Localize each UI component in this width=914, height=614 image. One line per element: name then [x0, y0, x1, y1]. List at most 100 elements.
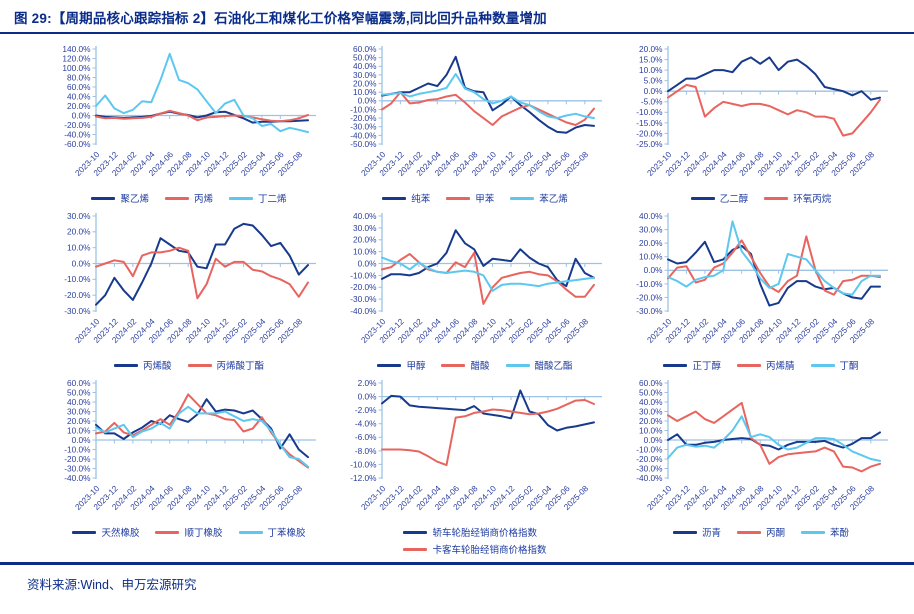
svg-text:0.0%: 0.0% [644, 265, 664, 275]
svg-text:60.0%: 60.0% [353, 44, 377, 54]
svg-text:-40.0%: -40.0% [350, 130, 377, 140]
svg-text:30.0%: 30.0% [639, 225, 663, 235]
legend-line-swatch [663, 363, 688, 367]
legend-item: 丁酮 [810, 358, 859, 372]
svg-text:20.0%: 20.0% [67, 416, 91, 426]
svg-text:50.0%: 50.0% [353, 53, 377, 63]
svg-text:40.0%: 40.0% [639, 397, 663, 407]
svg-text:10.0%: 10.0% [67, 243, 91, 253]
legend-label: 聚乙烯 [120, 194, 149, 205]
legend-item: 天然橡胶 [72, 525, 139, 539]
svg-text:0.0%: 0.0% [358, 258, 378, 268]
legend-line-swatch [164, 196, 189, 200]
svg-text:-10.0%: -10.0% [636, 107, 663, 117]
chart-legend: 沥青 丙酮 苯酚 [618, 525, 904, 539]
legend-line-swatch [229, 196, 253, 200]
legend-line-swatch [403, 547, 428, 551]
svg-text:0.0%: 0.0% [644, 86, 664, 96]
svg-text:10.0%: 10.0% [639, 425, 663, 435]
legend-line-swatch [736, 530, 761, 534]
chart-panel-7: 60.0% 50.0% 40.0% 30.0% 20.0% 10.0% 0.0% -10.0%… [46, 376, 332, 556]
svg-text:-30.0%: -30.0% [636, 306, 663, 316]
legend-item: 顺丁橡胶 [155, 525, 223, 539]
legend-item: 醋酸乙酯 [505, 358, 573, 372]
svg-text:-50.0%: -50.0% [350, 139, 377, 149]
legend-line-swatch [810, 363, 835, 367]
legend-label: 纯苯 [411, 194, 431, 205]
svg-text:40.0%: 40.0% [353, 61, 377, 71]
line-chart: 40.0% 30.0% 20.0% 10.0% 0.0% -10.0% -20.0% -30.… [636, 211, 888, 345]
svg-text:-20.0%: -20.0% [350, 282, 377, 292]
legend-item: 沥青 [672, 525, 721, 539]
svg-text:30.0%: 30.0% [353, 70, 377, 80]
legend-line-swatch [764, 196, 789, 200]
svg-text:20.0%: 20.0% [67, 227, 91, 237]
svg-text:0.0%: 0.0% [72, 435, 92, 445]
svg-text:-10.0%: -10.0% [64, 274, 91, 284]
legend-item: 丙烯腈 [736, 358, 795, 372]
legend-line-swatch [441, 363, 466, 367]
chart-panel-5: 40.0% 30.0% 20.0% 10.0% 0.0% -10.0% -20.0% -30.… [332, 209, 618, 372]
legend-label: 丁二烯 [258, 194, 287, 205]
svg-text:-40.0%: -40.0% [636, 473, 663, 483]
charts-grid: 140.0% 120.0% 100.0% 80.0% 60.0% 40.0% 20.0% 0.… [46, 42, 904, 560]
svg-text:-6.0%: -6.0% [355, 432, 377, 442]
svg-text:-10.0%: -10.0% [350, 104, 377, 114]
chart-legend: 天然橡胶 顺丁橡胶 丁苯橡胶 [46, 525, 332, 539]
svg-text:20.0%: 20.0% [639, 416, 663, 426]
svg-text:5.0%: 5.0% [644, 76, 664, 86]
svg-text:-20.0%: -20.0% [636, 292, 663, 302]
svg-text:10.0%: 10.0% [67, 425, 91, 435]
legend-label: 醋酸乙酯 [534, 361, 573, 372]
figure-header: 图 29:【周期品核心跟踪指标 2】石油化工和煤化工价格窄幅震荡,同比回升品种数… [0, 0, 914, 34]
legend-label: 天然橡胶 [101, 528, 140, 539]
svg-text:-10.0%: -10.0% [636, 279, 663, 289]
figure-title: 图 29:【周期品核心跟踪指标 2】石油化工和煤化工价格窄幅震荡,同比回升品种数… [14, 11, 547, 26]
legend-label: 丙烯 [193, 194, 213, 205]
legend-item: 环氧丙烷 [764, 191, 831, 205]
legend-line-swatch [446, 196, 471, 200]
legend-item: 苯酚 [801, 525, 849, 539]
legend-line-swatch [187, 363, 212, 367]
legend-line-swatch [672, 530, 697, 534]
legend-label: 环氧丙烷 [793, 194, 832, 205]
legend-item: 丁二烯 [229, 191, 287, 205]
chart-panel-9: 60.0% 50.0% 40.0% 30.0% 20.0% 10.0% 0.0% -10.0%… [618, 376, 904, 556]
svg-text:10.0%: 10.0% [353, 247, 377, 257]
svg-text:-25.0%: -25.0% [636, 139, 663, 149]
chart-panel-3: 20.0% 15.0% 10.0% 5.0% 0.0% -5.0% -10.0% -15.0%… [618, 42, 904, 205]
svg-text:-20.0%: -20.0% [64, 120, 91, 130]
legend-line-swatch [403, 530, 428, 534]
svg-text:-20.0%: -20.0% [64, 290, 91, 300]
legend-line-swatch [510, 196, 535, 200]
svg-text:15.0%: 15.0% [639, 55, 663, 65]
legend-label: 乙二醇 [719, 194, 749, 205]
svg-text:40.0%: 40.0% [67, 397, 91, 407]
legend-item: 苯乙烯 [510, 191, 568, 205]
svg-text:0.0%: 0.0% [72, 110, 92, 120]
legend-line-swatch [505, 363, 530, 367]
legend-item: 轿车轮胎经销商价格指数 [403, 525, 537, 539]
svg-text:40.0%: 40.0% [353, 211, 377, 221]
svg-text:60.0%: 60.0% [639, 378, 663, 388]
svg-text:50.0%: 50.0% [639, 387, 663, 397]
legend-item: 正丁醇 [663, 358, 721, 372]
chart-legend: 轿车轮胎经销商价格指数 卡客车轮胎经销商价格指数 [403, 525, 547, 556]
legend-item: 醋酸 [441, 358, 490, 372]
legend-label: 苯酚 [830, 528, 850, 539]
svg-text:30.0%: 30.0% [67, 211, 91, 221]
svg-text:-10.0%: -10.0% [350, 459, 377, 469]
svg-text:0.0%: 0.0% [72, 258, 92, 268]
svg-text:-12.0%: -12.0% [350, 473, 377, 483]
svg-text:30.0%: 30.0% [639, 406, 663, 416]
line-chart: 20.0%15.0%10.0%5.0%0.0%-5.0%-10.0%-15.0%… [636, 44, 888, 178]
svg-text:-60.0%: -60.0% [64, 139, 91, 149]
legend-line-swatch [72, 530, 97, 534]
svg-text:-40.0%: -40.0% [64, 473, 91, 483]
legend-label: 沥青 [701, 528, 721, 539]
legend-label: 丙烯腈 [765, 361, 795, 372]
legend-label: 丙酮 [765, 528, 785, 539]
legend-line-swatch [113, 363, 138, 367]
svg-text:100.0%: 100.0% [62, 63, 91, 73]
